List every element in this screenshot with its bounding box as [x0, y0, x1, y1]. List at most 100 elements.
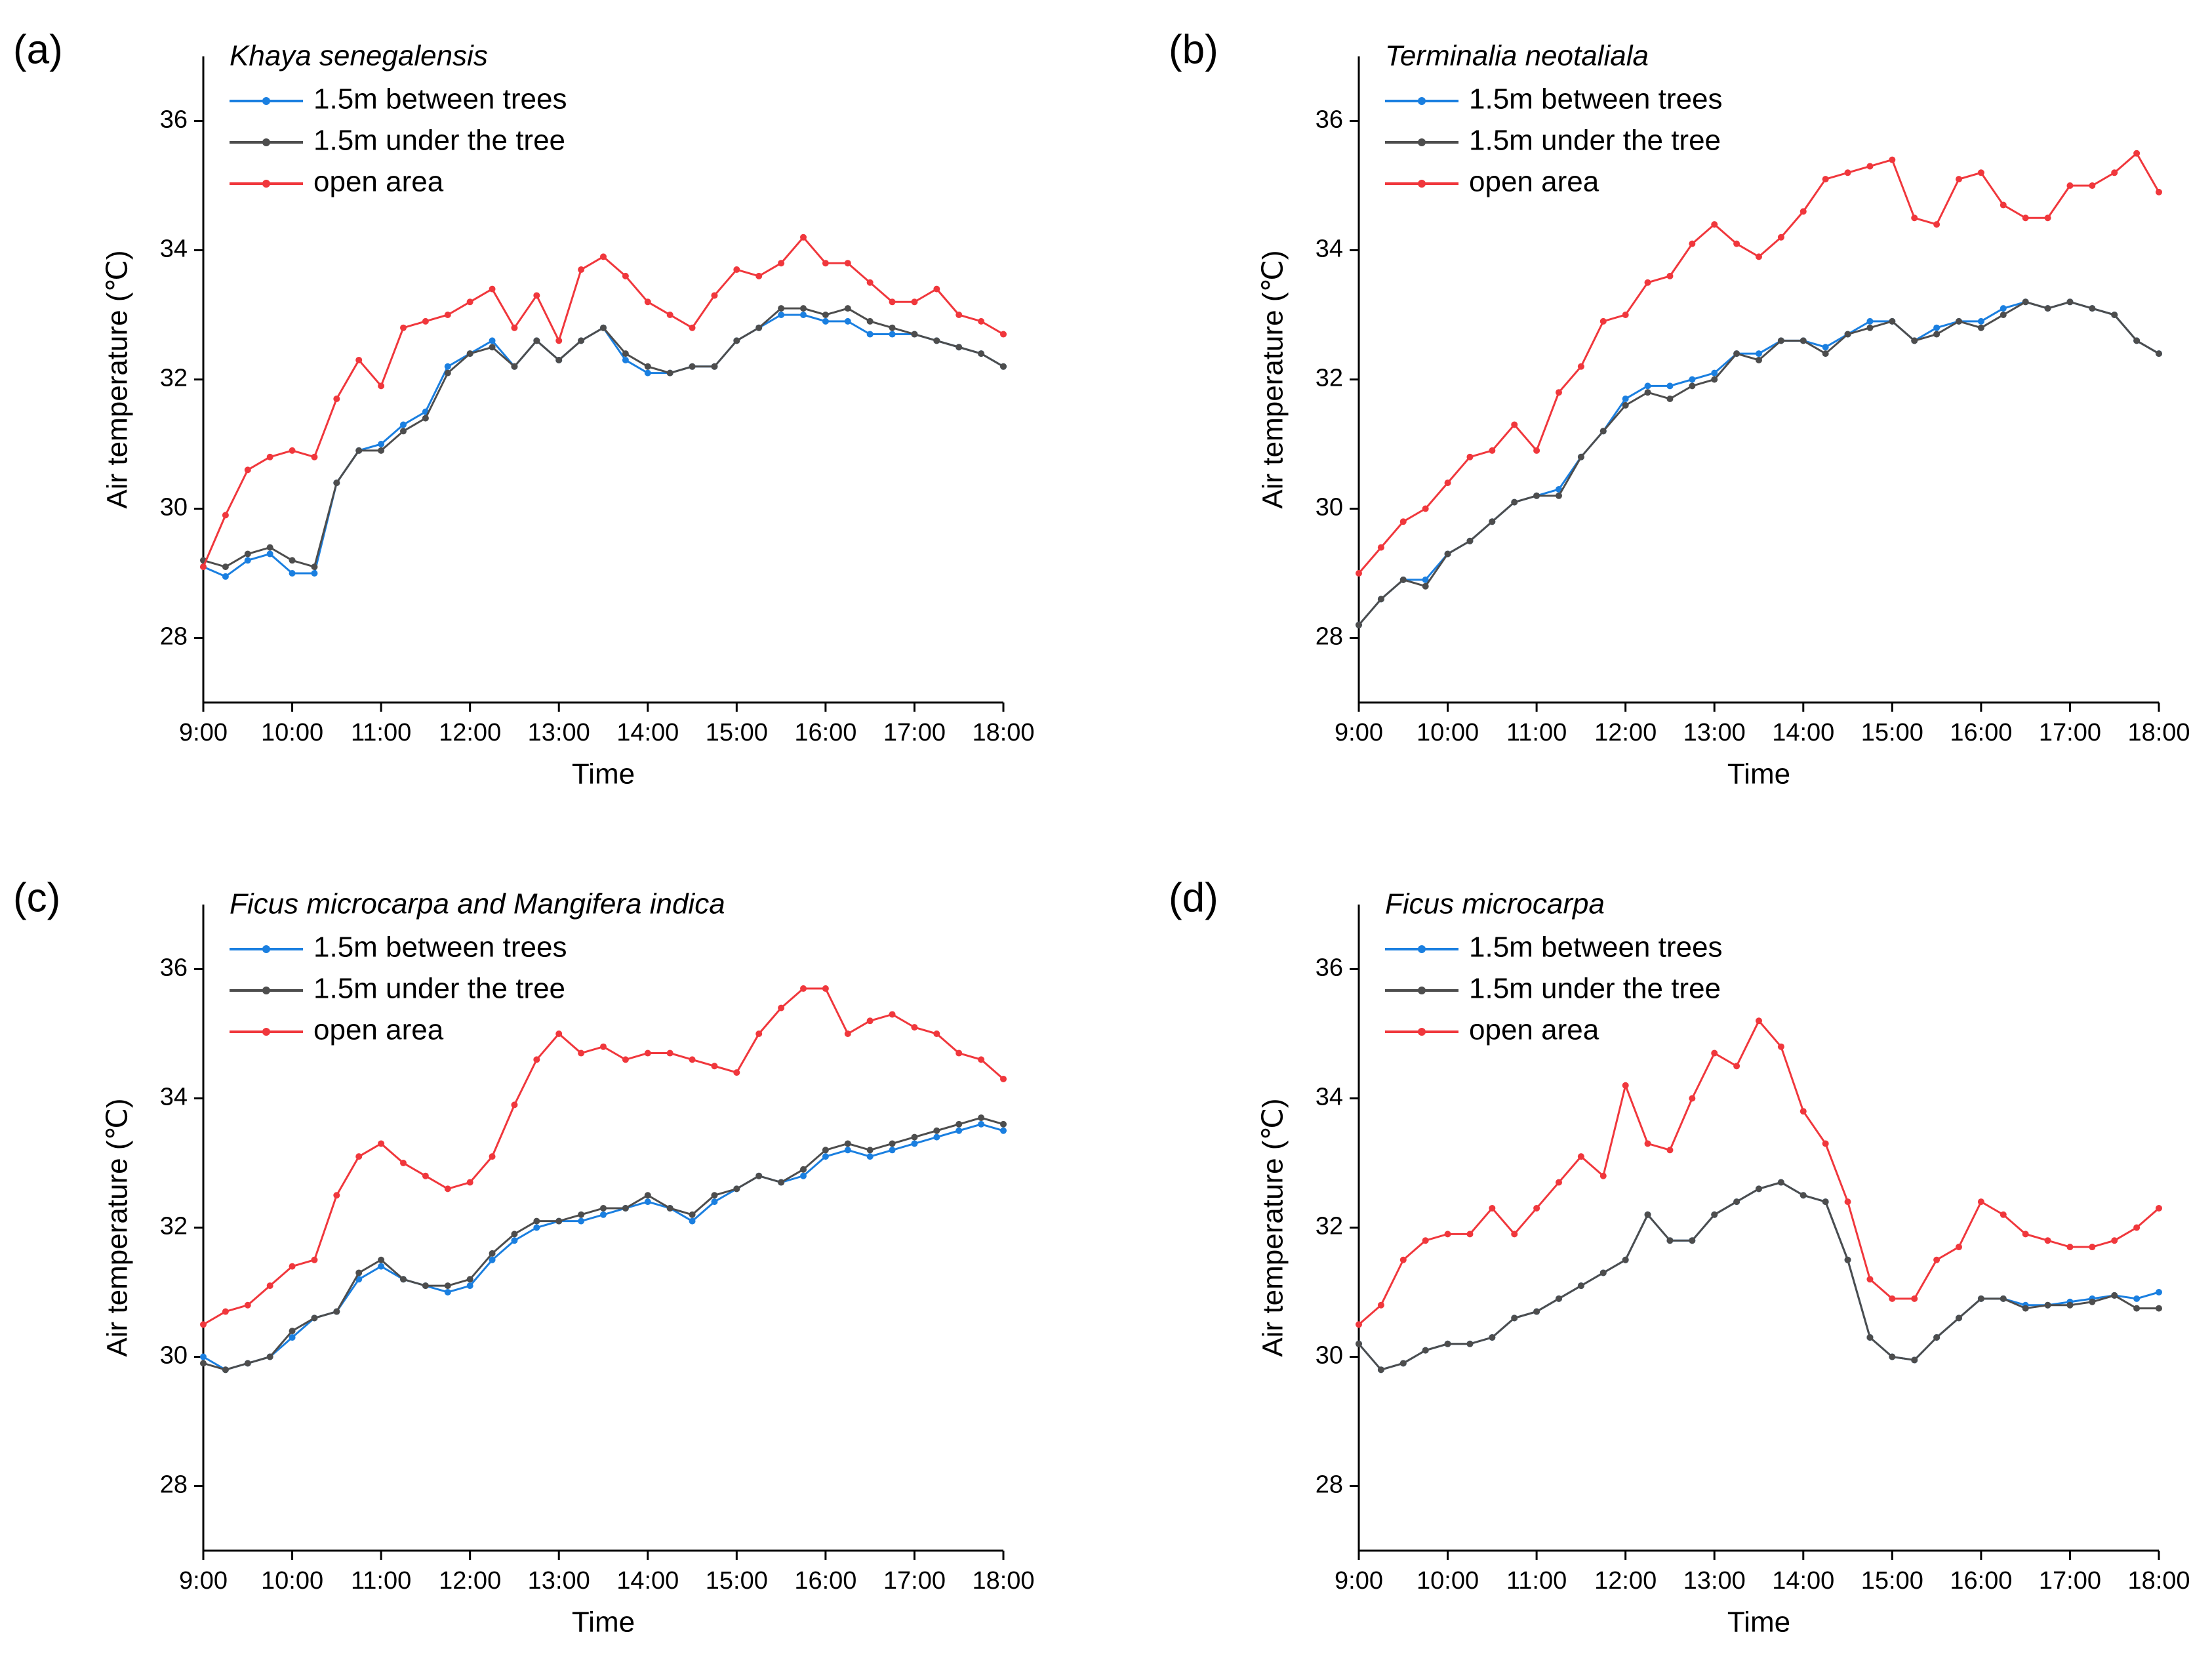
data-point	[1444, 1231, 1451, 1238]
data-point	[1577, 363, 1584, 370]
legend-label: 1.5m under the tree	[1469, 973, 1721, 1005]
data-point	[289, 557, 296, 564]
data-point	[1356, 1340, 1362, 1347]
data-point	[1377, 596, 1384, 603]
data-point	[866, 317, 874, 325]
data-point	[866, 279, 874, 286]
data-point	[1956, 317, 1962, 325]
data-point	[511, 1237, 518, 1244]
data-point	[489, 337, 496, 344]
data-point	[1666, 272, 1674, 279]
data-point	[1689, 1237, 1696, 1244]
data-point	[311, 1256, 318, 1263]
x-tick-label: 11:00	[1506, 719, 1567, 746]
data-point	[200, 1353, 207, 1360]
data-point	[1556, 492, 1562, 499]
data-point	[511, 1231, 518, 1238]
data-point	[800, 1166, 807, 1173]
data-point	[800, 985, 807, 992]
data-point	[489, 1256, 496, 1263]
data-point	[1000, 363, 1007, 370]
data-point	[666, 1204, 674, 1212]
data-point	[311, 1315, 318, 1322]
data-point	[1356, 621, 1362, 628]
data-point	[466, 1179, 473, 1186]
data-point	[1422, 576, 1429, 583]
data-point	[1577, 1282, 1584, 1290]
data-point	[733, 337, 740, 344]
y-tick-label: 28	[1316, 623, 1343, 651]
legend-label: 1.5m between trees	[1469, 931, 1722, 964]
data-point	[578, 266, 585, 274]
x-tick-label: 12:00	[439, 719, 501, 746]
data-point	[1444, 550, 1451, 558]
x-tick-label: 17:00	[2039, 1567, 2101, 1595]
data-point	[733, 266, 740, 274]
data-point	[289, 447, 296, 454]
data-point	[666, 369, 674, 377]
chart-panel: 28 30 32 34 36 9:00 10:00 11:00 12:00 13:00 14:00 1…	[13, 27, 1035, 790]
data-point	[1844, 1198, 1851, 1206]
data-point	[822, 312, 829, 318]
data-point	[1733, 350, 1740, 357]
y-tick-label: 34	[160, 235, 188, 263]
data-point	[866, 1147, 874, 1154]
data-point	[778, 260, 785, 267]
data-point	[1399, 518, 1407, 525]
chart-title: Khaya senegalensis	[230, 40, 488, 72]
data-point	[489, 1153, 496, 1160]
data-point	[1000, 1075, 1007, 1082]
x-tick-label: 9:00	[1335, 1567, 1383, 1595]
data-point	[733, 1069, 740, 1076]
data-point	[644, 363, 651, 370]
data-point	[422, 1282, 429, 1290]
data-point	[1489, 1204, 1496, 1212]
y-tick-label: 32	[1316, 1213, 1343, 1240]
x-tick-label: 13:00	[1683, 719, 1746, 746]
data-point	[1911, 337, 1918, 344]
legend-marker	[1418, 1028, 1426, 1036]
data-point	[1756, 1017, 1762, 1025]
data-point	[1977, 324, 1984, 331]
data-point	[266, 550, 273, 558]
chart-panel: 28 30 32 34 36 9:00 10:00 11:00 12:00 13:00 14:00 1…	[1169, 875, 2190, 1638]
data-point	[2066, 1301, 2074, 1309]
data-point	[489, 285, 496, 293]
data-point	[489, 344, 496, 351]
data-point	[1933, 331, 1941, 338]
data-point	[1911, 1295, 1918, 1302]
legend-marker	[1418, 180, 1426, 188]
data-point	[489, 1250, 496, 1257]
data-point	[644, 298, 651, 306]
data-point	[800, 1172, 807, 1179]
data-point	[844, 260, 851, 267]
data-point	[978, 317, 985, 325]
data-point	[778, 1179, 785, 1186]
y-tick-label: 30	[1316, 1342, 1343, 1370]
data-point	[1577, 1153, 1584, 1160]
data-point	[1622, 1082, 1629, 1089]
y-tick-label: 28	[1316, 1471, 1343, 1499]
data-point	[266, 1353, 273, 1360]
data-point	[444, 363, 451, 370]
data-point	[466, 1276, 473, 1283]
data-point	[578, 1050, 585, 1057]
data-point	[378, 447, 385, 454]
data-point	[844, 1147, 851, 1154]
data-point	[2066, 182, 2074, 189]
data-point	[1889, 156, 1896, 163]
x-tick-label: 9:00	[1335, 719, 1383, 746]
data-point	[1466, 537, 1474, 544]
data-point	[1466, 1340, 1474, 1347]
data-point	[289, 1334, 296, 1341]
data-point	[1533, 492, 1540, 499]
data-point	[2022, 1231, 2029, 1238]
data-point	[1711, 221, 1718, 228]
y-tick-label: 28	[160, 1471, 188, 1499]
data-point	[1711, 376, 1718, 383]
data-point	[1422, 505, 1429, 512]
data-point	[600, 1211, 607, 1218]
data-point	[1977, 1295, 1984, 1302]
data-point	[2133, 1295, 2141, 1302]
data-point	[1956, 176, 1962, 183]
